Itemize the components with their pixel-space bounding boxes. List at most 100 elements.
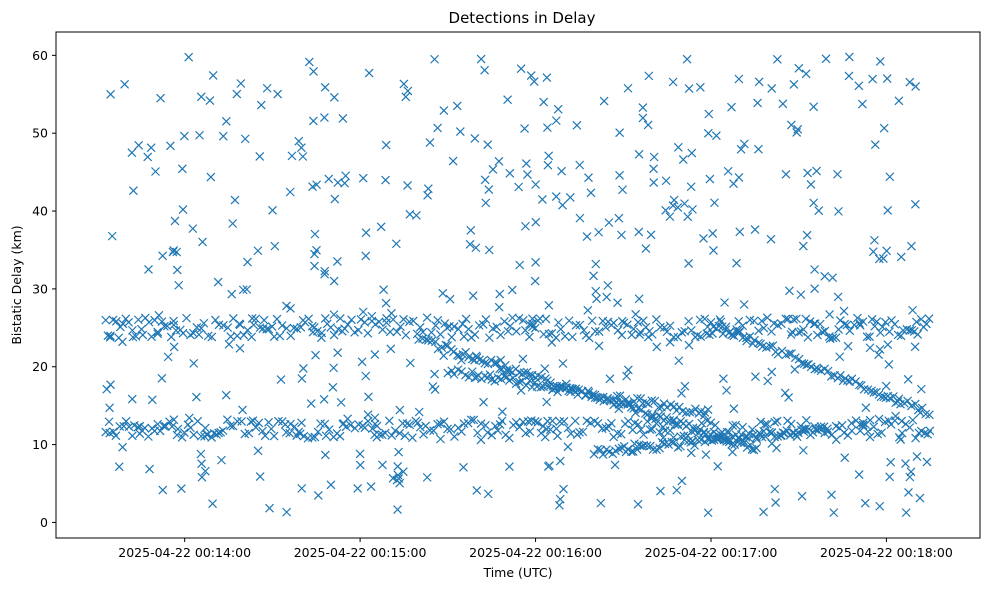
y-tick-label: 20 — [32, 359, 48, 374]
data-point-marker — [910, 399, 920, 409]
data-point-marker — [198, 237, 207, 247]
data-point-marker — [896, 252, 906, 262]
data-point-marker — [494, 302, 504, 312]
data-point-marker — [340, 178, 350, 188]
data-point-marker — [772, 54, 782, 64]
data-point-marker — [598, 450, 608, 460]
data-point-marker — [394, 447, 404, 457]
data-point-marker — [443, 424, 452, 434]
data-point-marker — [559, 416, 569, 426]
data-point-marker — [419, 429, 428, 439]
data-point-marker — [378, 460, 387, 470]
data-point-marker — [390, 426, 400, 436]
data-point-marker — [282, 323, 291, 333]
data-point-marker — [184, 52, 194, 62]
data-point-marker — [661, 205, 671, 215]
data-point-marker — [910, 342, 920, 352]
data-point-marker — [313, 427, 323, 437]
data-point-marker — [196, 449, 206, 459]
data-point-marker — [120, 79, 130, 89]
data-point-marker — [172, 247, 182, 257]
data-point-marker — [353, 325, 363, 335]
data-point-marker — [495, 289, 505, 299]
data-point-marker — [459, 332, 469, 341]
data-point-marker — [643, 120, 653, 130]
data-point-marker — [262, 83, 272, 93]
data-point-marker — [484, 185, 494, 194]
data-point-marker — [539, 97, 549, 107]
data-point-marker — [684, 84, 694, 94]
data-point-marker — [563, 423, 573, 433]
data-point-marker — [912, 452, 922, 461]
data-point-marker — [533, 418, 543, 427]
data-point-marker — [473, 428, 482, 438]
data-point-marker — [540, 432, 550, 442]
data-point-marker — [114, 462, 124, 472]
data-point-marker — [425, 425, 435, 435]
data-point-marker — [324, 425, 334, 435]
data-point-marker — [151, 167, 160, 176]
data-point-marker — [548, 385, 558, 395]
data-point-marker — [586, 188, 596, 198]
data-point-marker — [634, 294, 644, 304]
data-point-marker — [812, 330, 822, 340]
data-point-marker — [253, 446, 263, 456]
data-point-marker — [272, 314, 282, 324]
data-point-marker — [674, 402, 684, 412]
data-point-marker — [118, 319, 128, 329]
data-point-marker — [587, 316, 597, 326]
data-point-marker — [135, 421, 145, 431]
data-point-marker — [632, 445, 642, 454]
data-point-marker — [647, 396, 657, 405]
data-point-marker — [886, 457, 896, 467]
data-point-marker — [695, 82, 705, 92]
data-point-marker — [673, 442, 683, 452]
data-point-marker — [789, 80, 799, 89]
data-point-marker — [732, 258, 741, 268]
data-point-marker — [842, 320, 852, 330]
data-point-marker — [592, 294, 601, 304]
data-point-marker — [617, 316, 627, 326]
data-point-marker — [329, 276, 339, 286]
data-point-marker — [308, 182, 318, 192]
data-point-marker — [762, 313, 772, 323]
data-point-marker — [669, 332, 679, 342]
data-point-marker — [529, 77, 539, 87]
data-point-marker — [381, 140, 391, 150]
data-point-marker — [688, 204, 697, 214]
data-point-marker — [521, 221, 530, 231]
data-point-marker — [759, 507, 768, 517]
data-point-marker — [282, 507, 292, 517]
data-point-marker — [280, 419, 290, 429]
data-point-marker — [364, 68, 374, 78]
data-point-marker — [754, 77, 764, 87]
data-point-marker — [213, 277, 223, 287]
data-point-marker — [497, 407, 507, 417]
data-point-marker — [753, 98, 762, 108]
data-point-marker — [734, 316, 744, 326]
data-point-marker — [614, 213, 624, 223]
data-point-marker — [138, 330, 148, 340]
data-point-marker — [654, 403, 663, 412]
data-point-marker — [882, 246, 892, 256]
data-point-marker — [355, 449, 365, 459]
data-point-marker — [430, 369, 439, 379]
data-point-marker — [440, 319, 450, 328]
data-point-marker — [140, 423, 150, 433]
data-point-marker — [711, 131, 721, 141]
data-point-marker — [544, 300, 554, 310]
data-point-marker — [739, 438, 749, 448]
data-point-marker — [847, 418, 856, 428]
data-point-marker — [642, 441, 652, 451]
data-point-marker — [605, 374, 615, 384]
data-point-marker — [859, 384, 869, 394]
data-point-marker — [194, 330, 204, 340]
y-axis: 0 10 20 30 40 50 60 — [32, 48, 56, 530]
data-point-marker — [329, 92, 339, 102]
data-point-marker — [461, 347, 471, 357]
data-point-marker — [361, 228, 371, 238]
data-point-marker — [186, 423, 195, 433]
data-point-marker — [903, 374, 913, 384]
data-point-marker — [411, 210, 421, 220]
data-point-marker — [591, 286, 601, 296]
